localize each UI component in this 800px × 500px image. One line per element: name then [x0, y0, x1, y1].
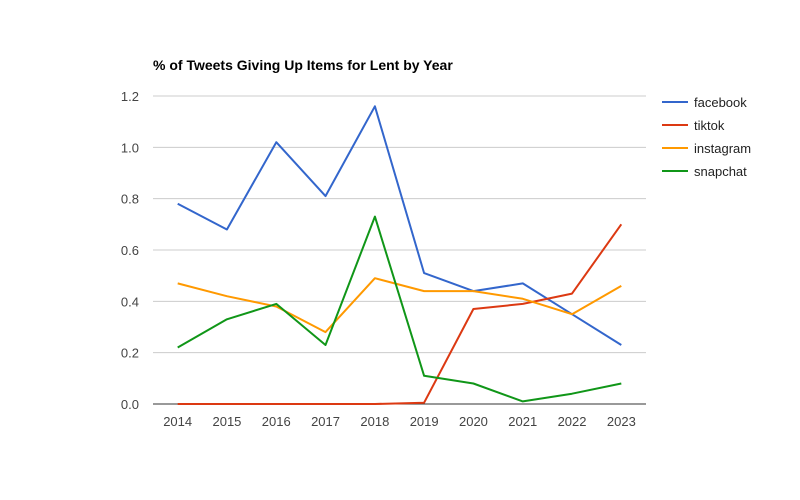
- series-line-instagram: [177, 277, 622, 334]
- x-tick-label: 2019: [410, 414, 439, 429]
- legend-label-instagram: instagram: [694, 141, 751, 156]
- legend-label-facebook: facebook: [694, 95, 747, 110]
- y-tick-label: 0.2: [121, 346, 139, 361]
- legend-label-tiktok: tiktok: [694, 118, 725, 133]
- legend-label-snapchat: snapchat: [694, 164, 747, 179]
- y-axis-ticks: 0.0 0.2 0.4 0.6 0.8 1.0 1.2: [121, 89, 139, 412]
- x-axis-ticks: 2014 2015 2016 2017 2018 2019 2020 2021 2022 2023: [163, 414, 636, 429]
- x-tick-label: 2016: [262, 414, 291, 429]
- chart-title: % of Tweets Giving Up Items for Lent by …: [153, 57, 453, 73]
- x-tick-label: 2018: [360, 414, 389, 429]
- gridlines: [153, 95, 646, 354]
- y-tick-label: 1.2: [121, 89, 139, 104]
- x-tick-label: 2020: [459, 414, 488, 429]
- y-tick-label: 0.4: [121, 294, 139, 309]
- y-tick-label: 0.6: [121, 243, 139, 258]
- series-lines: [177, 105, 623, 405]
- x-tick-label: 2015: [212, 414, 241, 429]
- legend: facebook tiktok instagram snapchat: [662, 95, 751, 179]
- y-tick-label: 0.0: [121, 397, 139, 412]
- y-tick-label: 1.0: [121, 140, 139, 155]
- series-line-snapchat: [177, 215, 622, 403]
- series-line-tiktok: [177, 223, 623, 405]
- x-tick-label: 2022: [558, 414, 587, 429]
- x-tick-label: 2021: [508, 414, 537, 429]
- y-tick-label: 0.8: [121, 192, 139, 207]
- x-tick-label: 2014: [163, 414, 192, 429]
- x-tick-label: 2017: [311, 414, 340, 429]
- x-tick-label: 2023: [607, 414, 636, 429]
